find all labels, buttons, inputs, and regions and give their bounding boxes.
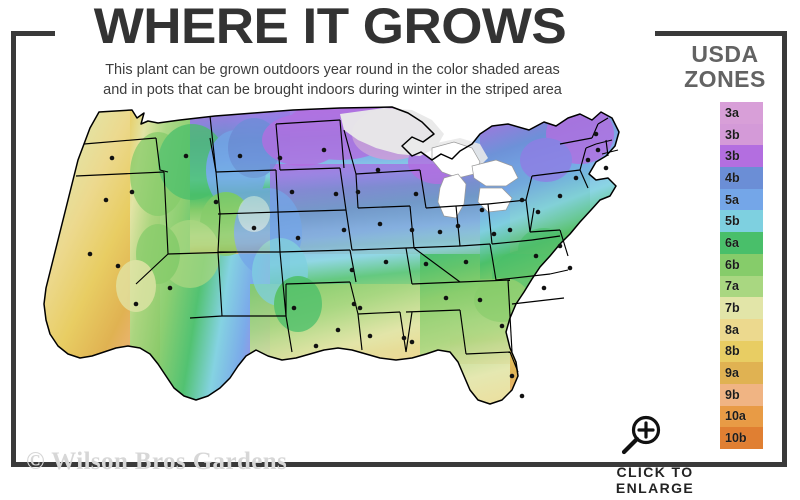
- zone-swatch-10b-15[interactable]: 10b: [720, 427, 763, 449]
- legend-heading-line-1: USDA: [691, 41, 759, 67]
- city-dots: [87, 131, 609, 399]
- magnifier-plus-icon[interactable]: [620, 415, 664, 455]
- zone-swatch-3b-1[interactable]: 3b: [720, 123, 763, 146]
- usda-hardiness-zone-map[interactable]: [40, 104, 670, 456]
- click-to-enlarge-label[interactable]: CLICK TO ENLARGE: [615, 464, 695, 496]
- zone-swatch-4b-3[interactable]: 4b: [720, 167, 763, 189]
- zone-swatch-5b-5[interactable]: 5b: [720, 210, 763, 233]
- zone-swatch-6a-6[interactable]: 6a: [720, 232, 763, 254]
- state-boundaries: [43, 106, 620, 405]
- frame-top-left-segment: [11, 31, 55, 36]
- legend-heading-line-2: ZONES: [684, 66, 766, 92]
- frame-left-segment: [11, 31, 16, 467]
- zone-swatch-10a-14[interactable]: 10a: [720, 405, 763, 428]
- legend-heading: USDA ZONES: [665, 42, 785, 92]
- zone-swatch-6b-7[interactable]: 6b: [720, 253, 763, 276]
- zone-swatch-3a-0[interactable]: 3a: [720, 102, 763, 124]
- zone-swatch-9b-13[interactable]: 9b: [720, 383, 763, 406]
- zone-swatch-5a-4[interactable]: 5a: [720, 188, 763, 211]
- zone-swatch-8b-11[interactable]: 8b: [720, 340, 763, 363]
- page-title: WHERE IT GROWS: [93, 0, 567, 54]
- subtitle-line-2: and in pots that can be brought indoors …: [103, 82, 562, 98]
- subtitle-line-1: This plant can be grown outdoors year ro…: [105, 62, 560, 78]
- subtitle-text: This plant can be grown outdoors year ro…: [30, 60, 635, 100]
- watermark-text: © Wilson Bros Gardens: [26, 448, 288, 475]
- zone-swatch-7a-8[interactable]: 7a: [720, 275, 763, 298]
- frame-bottom-segment: [11, 462, 787, 467]
- zone-swatch-8a-10[interactable]: 8a: [720, 318, 763, 341]
- frame-top-right-segment: [655, 31, 787, 36]
- frame-right-segment: [782, 31, 787, 467]
- zone-swatch-3b-2[interactable]: 3b: [720, 145, 763, 168]
- usda-zone-legend: 3a 3b 3b 4b 5a 5b 6a 6b 7a 7b 8a 8b 9a 9b 10a 10b: [720, 102, 763, 449]
- zone-swatch-9a-12[interactable]: 9a: [720, 362, 763, 384]
- zone-swatch-7b-9[interactable]: 7b: [720, 297, 763, 319]
